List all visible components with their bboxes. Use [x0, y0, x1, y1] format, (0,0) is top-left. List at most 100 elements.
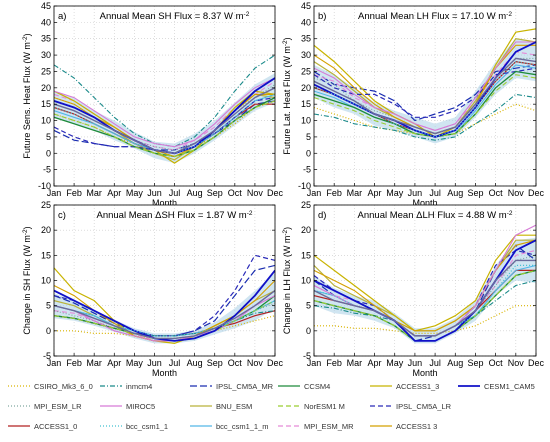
series-line-CESM1_CAM5 [314, 239, 536, 342]
y-tick-label: 0 [46, 326, 51, 336]
ensemble-mean-line [54, 290, 275, 340]
x-tick-label: Dec [267, 188, 284, 198]
series-line-NorESM1 M [54, 100, 275, 158]
legend-label: CSIRO_Mk3_6_0 [34, 382, 93, 391]
legend-label: bcc_csm1_1 [126, 422, 168, 431]
y-tick-label: 45 [41, 1, 51, 11]
series-line-ACCESS1_3 [314, 234, 536, 332]
panel-d: -5 0 5 10 15 20 25 Jan Feb Mar Apr May Jun Jul Aug Sep O… [282, 200, 544, 378]
x-tick-label: Feb [326, 188, 342, 198]
y-tick-label: 30 [41, 50, 51, 60]
y-tick-label: 25 [41, 200, 51, 210]
y-tick-label: 5 [306, 132, 311, 142]
y-tick-label: 20 [301, 83, 311, 93]
y-axis-label: Change in SH Flux (W m-2) [22, 226, 32, 334]
plot-frame [313, 5, 537, 187]
x-tick-label: May [126, 188, 144, 198]
panel-label: a) [58, 11, 66, 22]
x-tick-label: Nov [508, 188, 525, 198]
legend-item-bcc_csm1_1_m: bcc_csm1_1_m [190, 422, 269, 431]
y-tick-label: 25 [41, 66, 51, 76]
legend-item-IPSL_CM5A_MR: IPSL_CM5A_MR [190, 382, 274, 391]
y-tick-label: 35 [41, 34, 51, 44]
panel-title: Annual Mean SH Flux = 8.37 W m-2 [100, 11, 250, 22]
legend-label: MIROC5 [126, 402, 155, 411]
x-tick-label: Feb [326, 358, 342, 368]
plot-frame [53, 5, 276, 187]
series-group [314, 28, 536, 144]
x-tick-label: Aug [447, 188, 463, 198]
x-tick-label: Jul [429, 188, 441, 198]
x-tick-label: Nov [247, 188, 264, 198]
x-tick-label: Jun [408, 188, 423, 198]
legend-label: MPI_ESM_LR [34, 402, 82, 411]
x-tick-label: Aug [447, 358, 463, 368]
legend-item-IPSL_CM5A_LR: IPSL_CM5A_LR [370, 402, 452, 411]
ensemble-mean-line [54, 87, 275, 155]
legend: CSIRO_Mk3_6_0 MPI_ESM_LR ACCESS1_0 inmcm4 MI… [8, 382, 535, 431]
series-line-bcc_csm1_1 [314, 264, 536, 337]
y-tick-label: 5 [46, 132, 51, 142]
legend-label: ACCESS1_0 [34, 422, 77, 431]
legend-item-ACCESS1_3: ACCESS1_3 [370, 382, 439, 391]
x-tick-label: Jun [147, 188, 162, 198]
series-group [54, 54, 275, 164]
series-line-MIROC5 [54, 295, 275, 342]
series-line-bcc_csm1_1 [314, 60, 536, 138]
y-tick-label: 10 [41, 276, 51, 286]
y-tick-label: 15 [41, 99, 51, 109]
series-line-inmcm4 [314, 93, 536, 141]
y-tick-label: 15 [301, 250, 311, 260]
y-tick-label: 0 [306, 148, 311, 158]
x-tick-label: Nov [247, 358, 264, 368]
y-tick-label: 25 [301, 66, 311, 76]
x-tick-label: Oct [489, 188, 504, 198]
x-tick-label: Jan [47, 358, 62, 368]
x-tick-label: Jan [307, 358, 322, 368]
y-tick-label: 0 [46, 148, 51, 158]
x-tick-label: Sep [467, 188, 483, 198]
series-line-ACCESS1 3 [314, 239, 536, 332]
series-line-CSIRO_Mk3_6_0 [314, 305, 536, 334]
x-tick-label: Jan [47, 188, 62, 198]
series-line-MIROC5 [314, 41, 536, 131]
y-tick-label: 40 [41, 17, 51, 27]
y-tick-label: 15 [41, 250, 51, 260]
y-tick-label: 15 [301, 99, 311, 109]
x-tick-label: Jul [169, 188, 181, 198]
panel-title: Annual Mean ΔSH Flux = 1.87 W m-2 [96, 210, 252, 221]
y-tick-label: -5 [303, 351, 311, 361]
x-tick-label: May [126, 358, 144, 368]
legend-item-inmcm4: inmcm4 [100, 382, 152, 391]
x-tick-label: Sep [467, 358, 483, 368]
x-tick-label: Sep [207, 188, 223, 198]
x-tick-label: Aug [187, 188, 203, 198]
y-tick-label: -5 [43, 165, 51, 175]
x-tick-label: Mar [86, 358, 102, 368]
legend-label: BNU_ESM [216, 402, 252, 411]
series-line-CCSM4 [314, 70, 536, 138]
series-line-IPSL_CM5A_MR [54, 264, 275, 337]
legend-item-CCSM4: CCSM4 [278, 382, 330, 391]
legend-label: IPSL_CM5A_LR [396, 402, 452, 411]
legend-label: ACCESS1 3 [396, 422, 437, 431]
y-axis-label: Change in LH Flux (W m-2) [282, 227, 292, 334]
y-tick-label: 25 [301, 200, 311, 210]
y-tick-label: -5 [43, 351, 51, 361]
x-tick-label: Dec [528, 188, 545, 198]
legend-label: ACCESS1_3 [396, 382, 439, 391]
panel-b: -10 -5 0 5 10 15 20 25 30 35 40 45 Jan Feb Mar Apr May Ju… [282, 1, 544, 208]
x-tick-label: Sep [207, 358, 223, 368]
x-tick-label: Oct [228, 188, 243, 198]
x-axis-label: Month [152, 368, 177, 378]
x-tick-label: Feb [66, 188, 82, 198]
legend-item-ACCESS1_0: ACCESS1_0 [8, 422, 77, 431]
legend-label: inmcm4 [126, 382, 152, 391]
y-tick-label: 45 [301, 1, 311, 11]
y-tick-label: 10 [41, 116, 51, 126]
x-tick-label: Dec [267, 358, 284, 368]
y-tick-label: 10 [301, 116, 311, 126]
legend-item-ACCESS1 3: ACCESS1 3 [370, 422, 437, 431]
panel-title: Annual Mean ΔLH Flux = 4.88 W m-2 [358, 210, 513, 221]
